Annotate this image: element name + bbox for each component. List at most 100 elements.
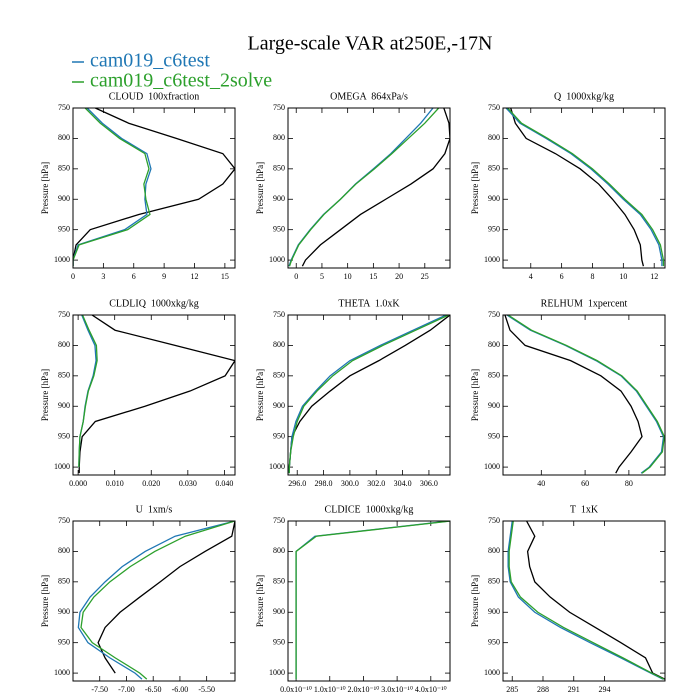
x-tick-label: 0.020 bbox=[142, 479, 160, 488]
panel: THETA 1.0xK Pressure [hPa] 750 800 850 900 950… bbox=[255, 298, 451, 488]
y-tick-label: 800 bbox=[488, 340, 500, 349]
y-tick-label: 850 bbox=[58, 164, 70, 173]
x-tick-label: 4 bbox=[529, 272, 533, 281]
y-tick-label: 850 bbox=[273, 577, 285, 586]
profile-line bbox=[504, 315, 643, 474]
profile-line bbox=[288, 315, 449, 474]
x-tick-label: 285 bbox=[506, 685, 518, 694]
x-tick-label: 12 bbox=[191, 272, 199, 281]
panel: CLDLIQ 1000xkg/kg Pressure [hPa] 750 800 850… bbox=[40, 298, 236, 488]
profile-line bbox=[80, 521, 235, 680]
y-tick-label: 950 bbox=[273, 638, 285, 647]
x-tick-label: 0 bbox=[294, 272, 298, 281]
x-tick-label: 12 bbox=[650, 272, 658, 281]
x-tick-label: 0.0x10⁻¹⁰ bbox=[280, 685, 312, 694]
y-tick-label: 950 bbox=[488, 638, 500, 647]
y-tick-label: 1000 bbox=[269, 462, 285, 471]
x-tick-label: 6 bbox=[560, 272, 564, 281]
y-axis-label: Pressure [hPa] bbox=[255, 575, 265, 627]
profile-line bbox=[73, 108, 151, 267]
y-tick-label: 750 bbox=[488, 103, 500, 112]
y-tick-label: 950 bbox=[58, 225, 70, 234]
panel: RELHUM 1xpercent Pressure [hPa] 750 800 850 9… bbox=[470, 298, 666, 488]
y-tick-label: 850 bbox=[488, 371, 500, 380]
x-tick-label: 40 bbox=[537, 479, 545, 488]
y-axis-label: Pressure [hPa] bbox=[40, 369, 50, 421]
x-tick-label: 10 bbox=[344, 272, 352, 281]
profile-line bbox=[73, 108, 235, 267]
x-tick-label: 306.0 bbox=[420, 479, 438, 488]
x-tick-label: 300.0 bbox=[341, 479, 359, 488]
profile-line bbox=[295, 521, 450, 680]
y-tick-label: 900 bbox=[273, 401, 285, 410]
panel: Q 1000xkg/kg Pressure [hPa] 750 800 850 900 95… bbox=[470, 91, 666, 281]
x-tick-label: 3.0x10⁻¹⁰ bbox=[381, 685, 413, 694]
profile-line bbox=[288, 108, 434, 267]
y-tick-label: 800 bbox=[488, 133, 500, 142]
y-tick-label: 1000 bbox=[484, 255, 500, 264]
y-tick-label: 1000 bbox=[54, 668, 70, 677]
x-tick-label: 4.0x10⁻¹⁰ bbox=[415, 685, 447, 694]
x-tick-label: 294 bbox=[599, 685, 611, 694]
y-tick-label: 800 bbox=[273, 133, 285, 142]
x-tick-label: -6.00 bbox=[172, 685, 189, 694]
y-axis-label: Pressure [hPa] bbox=[255, 162, 265, 214]
plot-frame bbox=[72, 107, 236, 269]
y-tick-label: 750 bbox=[488, 516, 500, 525]
panel-title: RELHUM 1xpercent bbox=[541, 298, 628, 309]
y-tick-label: 800 bbox=[273, 340, 285, 349]
x-tick-label: 0.000 bbox=[69, 479, 87, 488]
legend-label: cam019_c6test bbox=[90, 50, 210, 72]
x-tick-label: 5 bbox=[320, 272, 324, 281]
y-tick-label: 750 bbox=[58, 516, 70, 525]
figure-title: Large-scale VAR at250E,-17N bbox=[248, 33, 493, 55]
profile-line bbox=[77, 521, 235, 680]
y-tick-label: 750 bbox=[58, 103, 70, 112]
y-tick-label: 1000 bbox=[269, 255, 285, 264]
profile-line bbox=[505, 108, 663, 267]
y-tick-label: 750 bbox=[273, 310, 285, 319]
y-tick-label: 900 bbox=[58, 401, 70, 410]
y-tick-label: 750 bbox=[488, 310, 500, 319]
plot-frame bbox=[72, 314, 236, 476]
profile-line bbox=[78, 315, 235, 474]
y-tick-label: 800 bbox=[58, 546, 70, 555]
plot-frame bbox=[287, 520, 451, 682]
x-tick-label: 10 bbox=[619, 272, 627, 281]
y-tick-label: 850 bbox=[273, 371, 285, 380]
y-tick-label: 900 bbox=[58, 194, 70, 203]
y-tick-label: 800 bbox=[488, 546, 500, 555]
y-tick-label: 900 bbox=[273, 607, 285, 616]
x-tick-label: 0.040 bbox=[215, 479, 233, 488]
plot-frame bbox=[502, 107, 666, 269]
y-axis-label: Pressure [hPa] bbox=[255, 369, 265, 421]
x-tick-label: 15 bbox=[221, 272, 229, 281]
profile-line bbox=[507, 521, 664, 680]
x-tick-label: 6 bbox=[132, 272, 136, 281]
profile-line bbox=[526, 521, 665, 680]
x-tick-label: 0 bbox=[71, 272, 75, 281]
y-tick-label: 900 bbox=[488, 401, 500, 410]
y-tick-label: 850 bbox=[488, 164, 500, 173]
y-tick-label: 750 bbox=[273, 103, 285, 112]
y-tick-label: 850 bbox=[273, 164, 285, 173]
x-tick-label: -5.50 bbox=[198, 685, 215, 694]
x-tick-label: 3 bbox=[101, 272, 105, 281]
y-tick-label: 950 bbox=[58, 432, 70, 441]
profile-line bbox=[507, 108, 665, 267]
profile-line bbox=[510, 108, 645, 267]
y-tick-label: 800 bbox=[58, 133, 70, 142]
panel: T 1xK Pressure [hPa] 750 800 850 900 950 1000 28… bbox=[470, 504, 666, 694]
x-tick-label: 288 bbox=[537, 685, 549, 694]
y-axis-label: Pressure [hPa] bbox=[470, 369, 480, 421]
panel-title: CLOUD 100xfraction bbox=[109, 91, 200, 102]
y-tick-label: 950 bbox=[488, 225, 500, 234]
profile-line bbox=[301, 108, 450, 267]
profile-line bbox=[78, 315, 98, 468]
x-tick-label: 15 bbox=[369, 272, 377, 281]
panel: U 1xm/s Pressure [hPa] 750 800 850 900 950 1000… bbox=[40, 504, 236, 694]
x-tick-label: 60 bbox=[581, 479, 589, 488]
panel-title: U 1xm/s bbox=[136, 504, 173, 515]
plot-frame bbox=[502, 520, 666, 682]
